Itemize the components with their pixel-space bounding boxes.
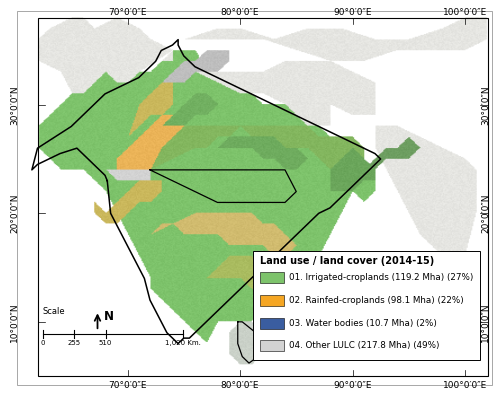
Text: 10°0′0″N: 10°0′0″N (481, 302, 490, 341)
Text: 10°0′0″N: 10°0′0″N (10, 302, 19, 341)
Bar (260, 272, 284, 283)
Text: 20°0′0″N: 20°0′0″N (481, 193, 490, 233)
Text: 01. Irrigated-croplands (119.2 Mha) (27%): 01. Irrigated-croplands (119.2 Mha) (27%… (289, 273, 474, 282)
Text: 30°0′0″N: 30°0′0″N (481, 85, 490, 125)
Text: 80°0′0″E: 80°0′0″E (221, 381, 259, 390)
Bar (260, 340, 284, 351)
Text: 100°0′0″E: 100°0′0″E (443, 381, 487, 390)
Text: 0: 0 (40, 340, 45, 346)
Bar (260, 295, 284, 306)
Text: 1,020 Km.: 1,020 Km. (164, 340, 200, 346)
Text: 03. Water bodies (10.7 Mha) (2%): 03. Water bodies (10.7 Mha) (2%) (289, 319, 437, 328)
Text: 20°0′0″N: 20°0′0″N (10, 193, 19, 233)
Text: 510: 510 (99, 340, 112, 346)
Bar (38, 18, 488, 376)
Bar (252, 251, 480, 360)
Text: N: N (104, 310, 114, 324)
Text: 70°0′0″E: 70°0′0″E (108, 381, 147, 390)
Text: Scale: Scale (42, 307, 65, 316)
Text: 80°0′0″E: 80°0′0″E (221, 8, 259, 17)
Text: 04. Other LULC (217.8 Mha) (49%): 04. Other LULC (217.8 Mha) (49%) (289, 341, 440, 350)
Text: 30°0′0″N: 30°0′0″N (10, 85, 19, 125)
Text: 90°0′0″E: 90°0′0″E (333, 381, 372, 390)
Text: 70°0′0″E: 70°0′0″E (108, 8, 147, 17)
Text: 255: 255 (68, 340, 80, 346)
Text: 90°0′0″E: 90°0′0″E (333, 8, 372, 17)
Bar (260, 318, 284, 329)
Text: 02. Rainfed-croplands (98.1 Mha) (22%): 02. Rainfed-croplands (98.1 Mha) (22%) (289, 296, 464, 305)
Text: 100°0′0″E: 100°0′0″E (443, 8, 487, 17)
Text: Land use / land cover (2014-15): Land use / land cover (2014-15) (260, 256, 434, 265)
